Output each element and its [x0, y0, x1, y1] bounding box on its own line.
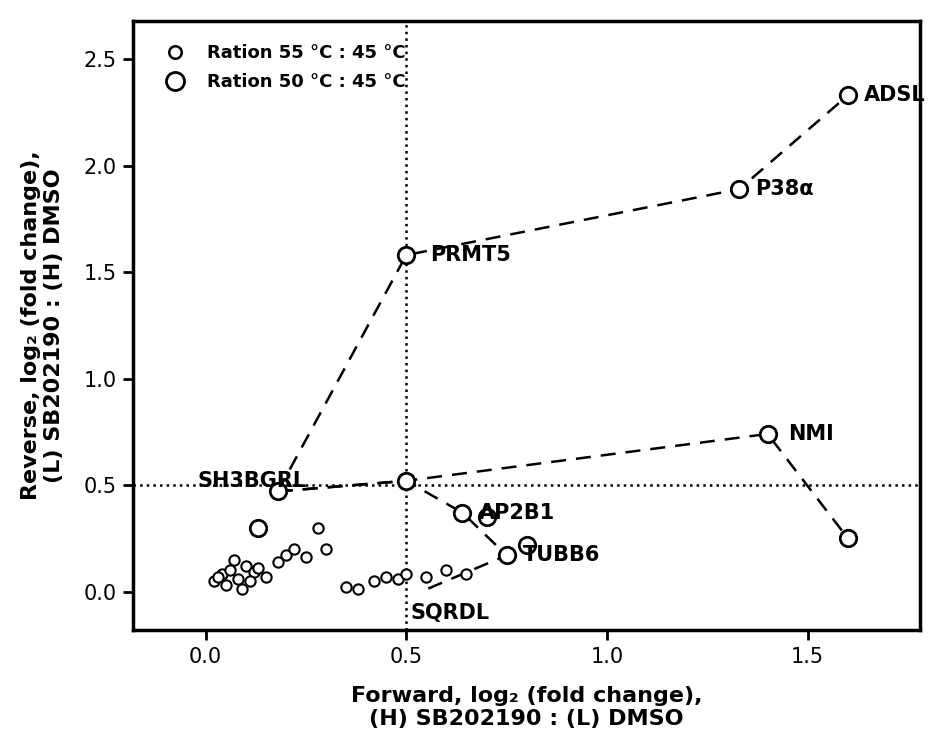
Legend: Ration 55 °C : 45 °C, Ration 50 °C : 45 °C: Ration 55 °C : 45 °C, Ration 50 °C : 45 …	[142, 30, 420, 106]
Point	[439, 564, 454, 576]
Point	[760, 428, 775, 440]
Y-axis label: Reverse, log₂ (fold change),
(L) SB202190 : (H) DMSO: Reverse, log₂ (fold change), (L) SB20219…	[21, 151, 64, 500]
Point	[230, 573, 245, 585]
X-axis label: Forward, log₂ (fold change),
(H) SB202190 : (L) DMSO: Forward, log₂ (fold change), (H) SB20219…	[351, 686, 702, 729]
Point	[455, 507, 470, 519]
Point	[270, 556, 285, 568]
Point	[222, 564, 238, 576]
Point	[367, 575, 382, 587]
Point	[242, 575, 257, 587]
Text: P38α: P38α	[755, 179, 814, 199]
Text: PRMT5: PRMT5	[430, 245, 511, 265]
Point	[840, 89, 855, 101]
Point	[238, 560, 254, 572]
Point	[218, 579, 233, 591]
Point	[298, 551, 314, 563]
Point	[499, 549, 514, 561]
Point	[351, 584, 366, 596]
Point	[214, 568, 229, 580]
Point	[270, 485, 285, 497]
Point	[379, 571, 394, 583]
Point	[732, 183, 747, 195]
Point	[250, 562, 265, 574]
Point	[399, 249, 414, 261]
Point	[206, 575, 221, 587]
Point	[234, 584, 249, 596]
Point	[318, 543, 333, 555]
Point	[226, 554, 241, 566]
Point	[210, 571, 225, 583]
Point	[390, 573, 406, 585]
Text: TUBB6: TUBB6	[522, 545, 600, 566]
Point	[250, 522, 265, 534]
Point	[840, 532, 855, 544]
Point	[311, 522, 326, 534]
Text: ADSL: ADSL	[864, 86, 925, 105]
Text: SH3BGRL: SH3BGRL	[198, 471, 307, 490]
Point	[258, 571, 274, 583]
Point	[419, 571, 434, 583]
Point	[519, 538, 534, 550]
Text: NMI: NMI	[788, 424, 833, 444]
Point	[278, 549, 294, 561]
Point	[479, 511, 494, 523]
Point	[459, 568, 474, 580]
Point	[246, 566, 261, 578]
Point	[399, 568, 414, 580]
Text: SQRDL: SQRDL	[410, 603, 489, 622]
Point	[399, 475, 414, 487]
Point	[286, 543, 301, 555]
Point	[338, 581, 353, 593]
Text: AP2B1: AP2B1	[479, 503, 555, 523]
